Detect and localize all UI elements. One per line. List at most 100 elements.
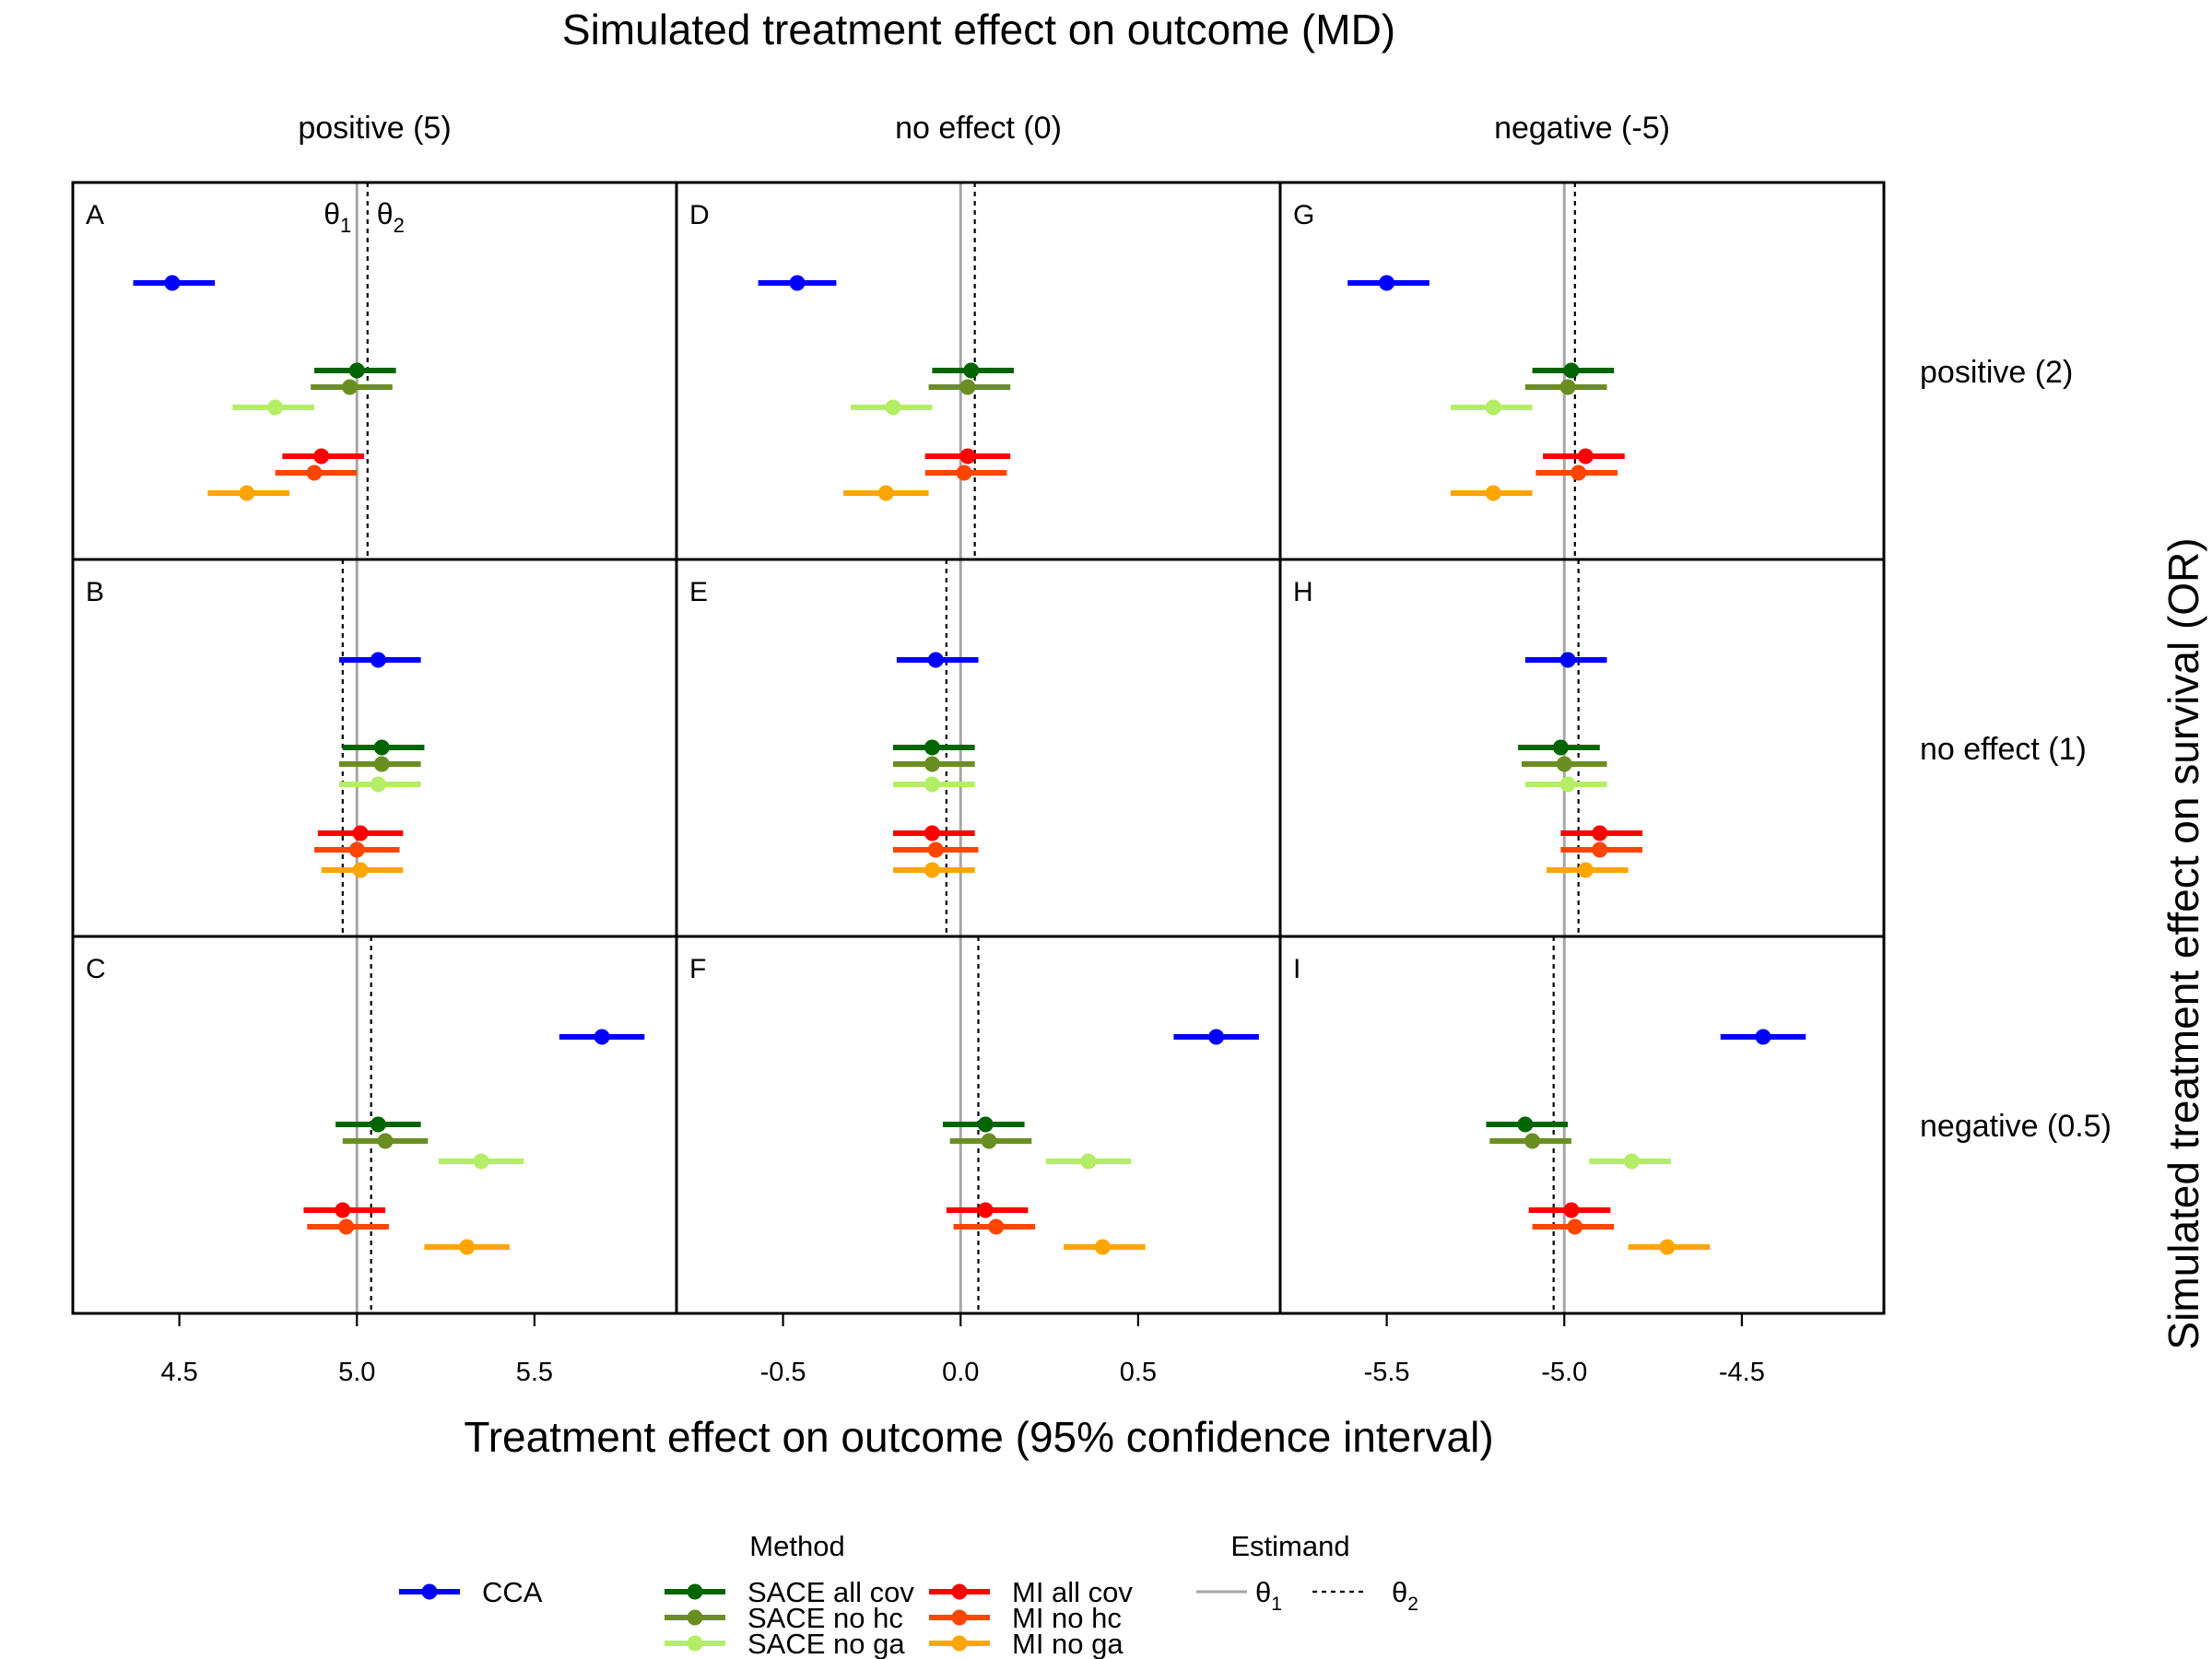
panel-label: G <box>1293 200 1314 230</box>
point-cca <box>594 1029 610 1045</box>
column-header: negative (-5) <box>1494 111 1670 146</box>
point-mi-no-ga <box>352 862 369 878</box>
point-sace-no-hc <box>342 379 359 395</box>
point-mi-no-ga <box>1577 862 1594 878</box>
point-mi-all-cov <box>1577 448 1594 465</box>
point-cca <box>164 275 181 291</box>
point-sace-no-hc <box>373 756 390 772</box>
point-sace-all-cov <box>1517 1116 1534 1133</box>
point-sace-no-ga <box>1485 399 1501 416</box>
point-sace-no-ga <box>1559 776 1576 793</box>
row-header: no effect (1) <box>1920 732 2087 767</box>
panel-D: D <box>689 182 1015 559</box>
point-cca <box>1379 275 1395 291</box>
column-header: positive (5) <box>298 111 451 146</box>
panel-border <box>675 558 1282 938</box>
panel-F: F <box>689 936 1259 1313</box>
column-header: no effect (0) <box>895 111 1062 146</box>
theta2-annotation: θ2 <box>377 197 405 237</box>
x-tick-label: 4.5 <box>160 1358 197 1387</box>
panel-I: I <box>1293 936 1806 1313</box>
legend-theta2-label: θ2 <box>1392 1576 1418 1615</box>
y-axis-title: Simulated treatment effect on survival (… <box>2159 537 2207 1349</box>
legend-theta1-label: θ1 <box>1255 1576 1282 1615</box>
point-sace-all-cov <box>370 1116 386 1133</box>
row-header: positive (2) <box>1920 355 2073 390</box>
point-sace-no-ga <box>473 1153 489 1170</box>
point-mi-no-ga <box>239 485 255 501</box>
point-sace-all-cov <box>373 739 390 756</box>
x-tick-label: -5.5 <box>1364 1358 1410 1387</box>
point-cca <box>1208 1029 1225 1045</box>
point-mi-no-hc <box>927 841 944 858</box>
theta1-annotation: θ1 <box>324 197 351 237</box>
panel-label: B <box>86 577 104 607</box>
legend-marker-sace-no-hc <box>687 1609 703 1626</box>
legend-marker-mi-no-ga <box>951 1635 968 1652</box>
x-axis-title: Treatment effect on outcome (95% confide… <box>464 1413 1493 1461</box>
point-cca <box>927 652 944 668</box>
point-sace-all-cov <box>348 362 365 379</box>
point-sace-no-hc <box>1556 756 1572 772</box>
point-mi-no-hc <box>348 841 365 858</box>
point-mi-no-ga <box>1094 1239 1111 1255</box>
point-sace-all-cov <box>1563 362 1580 379</box>
panel-label: H <box>1293 577 1313 607</box>
point-sace-no-ga <box>267 399 284 416</box>
legend-label-mi-no-ga: MI no ga <box>1012 1628 1124 1659</box>
panel-label: I <box>1293 954 1300 984</box>
legend-estimand-title: Estimand <box>1230 1530 1349 1562</box>
legend-label-mi-no-hc: MI no hc <box>1012 1602 1122 1634</box>
panel-label: E <box>689 577 708 607</box>
row-header: negative (0.5) <box>1920 1109 2112 1144</box>
point-mi-all-cov <box>352 825 369 841</box>
legend-marker-sace-all-cov <box>687 1583 703 1600</box>
x-tick-label: 5.5 <box>516 1358 553 1387</box>
panel-C: C <box>86 936 645 1313</box>
point-sace-all-cov <box>924 739 940 756</box>
point-mi-no-hc <box>338 1218 355 1235</box>
point-sace-no-hc <box>377 1133 394 1149</box>
point-mi-no-ga <box>1485 485 1501 501</box>
x-tick-label: 5.0 <box>338 1358 375 1387</box>
x-tick-label: -4.5 <box>1719 1358 1765 1387</box>
panel-label: D <box>689 200 710 230</box>
point-mi-no-hc <box>988 1218 1005 1235</box>
point-mi-no-hc <box>956 465 972 481</box>
panel-H: H <box>1293 559 1642 936</box>
chart-title: Simulated treatment effect on outcome (M… <box>562 6 1395 53</box>
panel-label: F <box>689 954 706 984</box>
point-mi-all-cov <box>977 1202 994 1218</box>
point-mi-no-ga <box>459 1239 476 1255</box>
point-sace-no-ga <box>1080 1153 1097 1170</box>
point-sace-no-hc <box>1559 379 1576 395</box>
point-sace-all-cov <box>1552 739 1569 756</box>
point-mi-all-cov <box>313 448 330 465</box>
point-mi-no-ga <box>1659 1239 1676 1255</box>
legend-label-sace-no-hc: SACE no hc <box>747 1602 903 1634</box>
legend-marker-mi-all-cov <box>951 1583 968 1600</box>
x-tick-label: 0.0 <box>942 1358 979 1387</box>
point-mi-all-cov <box>335 1202 351 1218</box>
panel-B: B <box>86 559 425 936</box>
point-sace-no-hc <box>1524 1133 1541 1149</box>
legend-label-sace-no-ga: SACE no ga <box>747 1628 905 1659</box>
point-mi-all-cov <box>1563 1202 1580 1218</box>
point-cca <box>1559 652 1576 668</box>
panel-label: C <box>86 954 106 984</box>
point-sace-all-cov <box>977 1116 994 1133</box>
legend-method-title: Method <box>749 1530 844 1562</box>
point-cca <box>370 652 386 668</box>
point-mi-all-cov <box>959 448 976 465</box>
panel-border <box>1278 935 1886 1315</box>
legend-marker-sace-no-ga <box>687 1635 703 1652</box>
point-sace-no-ga <box>370 776 386 793</box>
point-sace-no-hc <box>959 379 976 395</box>
legend-label-sace-all-cov: SACE all cov <box>747 1576 914 1608</box>
point-cca <box>1755 1029 1771 1045</box>
point-sace-no-hc <box>924 756 940 772</box>
panel-label: A <box>86 200 104 230</box>
panel-G: G <box>1293 182 1625 559</box>
